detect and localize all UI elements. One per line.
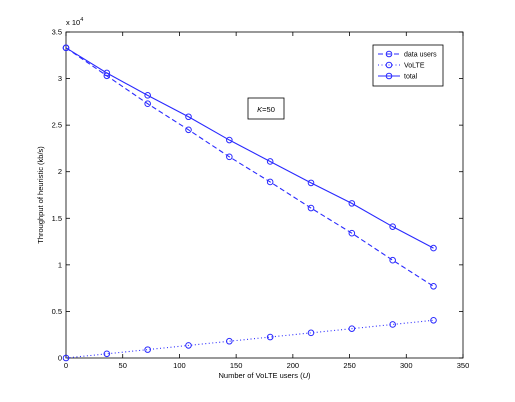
y-tick-label: 1.5	[52, 214, 62, 223]
legend: data users VoLTE total	[372, 44, 444, 87]
data-point-total	[185, 113, 192, 121]
data-point-data-users	[266, 178, 274, 186]
y-tick-label: 2.5	[52, 121, 62, 130]
series-line-data-users	[65, 47, 434, 287]
x-tick-label: 0	[64, 361, 68, 370]
x-tick-label: 250	[343, 361, 356, 370]
data-point-volte	[430, 316, 437, 324]
data-point-data-users	[185, 126, 192, 134]
data-point-total	[144, 92, 151, 99]
y-tick-label: 3.5	[52, 28, 62, 37]
x-tick-label: 200	[287, 361, 300, 370]
annotation-box: K=50	[247, 97, 285, 120]
data-point-volte	[348, 325, 356, 332]
data-point-data-users	[389, 256, 396, 264]
data-point-volte	[103, 350, 111, 358]
y-tick-label: 3	[58, 74, 62, 83]
y-tick-label: 0.5	[52, 307, 62, 316]
data-point-volte	[185, 342, 192, 349]
y-tick-label: 0	[58, 354, 62, 363]
x-tick-label: 50	[119, 361, 127, 370]
data-point-volte	[389, 321, 396, 328]
legend-marker-data-users	[385, 50, 393, 58]
x-tick-label: 100	[173, 361, 186, 370]
data-point-total	[266, 158, 274, 165]
data-point-data-users	[226, 153, 233, 161]
data-point-data-users	[348, 229, 356, 237]
x-tick-label: 300	[400, 361, 413, 370]
y-tick-label: 2	[58, 167, 62, 176]
data-point-data-users	[307, 204, 315, 212]
axis-ticks: 0 50 100 150 200 250 300 350 0 0.5 1 1.5 2 2.5 3 3.5	[52, 28, 470, 371]
x-tick-label: 150	[230, 361, 243, 370]
data-point-total	[389, 223, 396, 230]
legend-box	[372, 44, 444, 87]
x-tick-label: 350	[457, 361, 470, 370]
y-axis-label: Throughput of heuristic (kb/s)	[36, 146, 45, 244]
data-point-total	[348, 200, 356, 207]
data-point-volte	[307, 329, 315, 337]
data-point-volte	[266, 333, 274, 341]
series-line-total	[65, 47, 434, 249]
y-multiplier: x 104	[66, 17, 83, 27]
data-point-volte	[144, 346, 151, 353]
legend-label-data-users: data users	[404, 52, 437, 59]
legend-marker-total	[385, 72, 393, 80]
data-point-total	[430, 244, 437, 252]
data-point-data-users	[144, 100, 151, 108]
legend-marker-volte	[385, 61, 393, 69]
data-point-volte	[226, 337, 233, 345]
data-point-volte	[62, 354, 70, 362]
data-point-total	[62, 44, 70, 52]
annotation-text: K=50	[257, 105, 275, 114]
y-tick-label: 1	[58, 260, 62, 269]
data-point-data-users	[430, 282, 437, 290]
data-point-total	[226, 136, 233, 144]
data-point-total	[103, 69, 111, 77]
legend-label-total: total	[404, 74, 418, 81]
legend-label-volte: VoLTE	[404, 63, 425, 70]
data-point-total	[307, 179, 315, 187]
x-axis-label: Number of VoLTE users (U)	[219, 371, 311, 380]
series-layer	[62, 44, 437, 362]
